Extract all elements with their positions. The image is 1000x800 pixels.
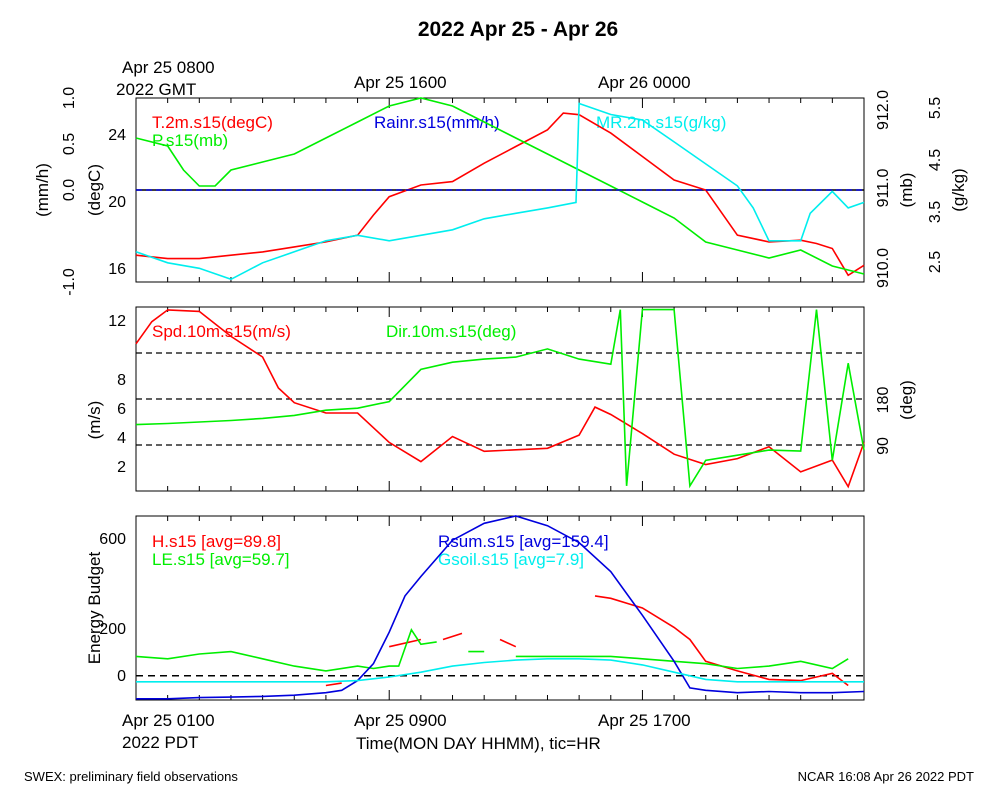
top-series-line-1 (135, 97, 865, 275)
bottom-series-line-2 (136, 515, 865, 700)
top-right-outer-axis-title: (g/kg) (949, 168, 968, 211)
bottom-series-line-3 (136, 658, 864, 683)
chart-marks (135, 97, 865, 700)
legend-pressure: P.s15(mb) (152, 131, 228, 150)
top-left-inner-tick-0: 16 (108, 261, 126, 278)
top-left-outer-tick-2: 0.5 (61, 133, 78, 155)
middle-left-tick-3: 8 (117, 372, 126, 389)
legend-wind-speed: Spd.10m.s15(m/s) (152, 322, 291, 341)
x-axis-title: Time(MON DAY HHMM), tic=HR (356, 734, 601, 753)
footer-left: SWEX: preliminary field observations (24, 769, 238, 784)
top-left-outer-tick-3: 1.0 (61, 87, 78, 109)
top-right-outer-tick-1: 3.5 (927, 201, 944, 223)
top-right-inner-tick-2: 912.0 (875, 90, 892, 130)
top-left-inner-tick-1: 20 (108, 194, 126, 211)
chart-title: 2022 Apr 25 - Apr 26 (418, 18, 618, 41)
middle-right-tick-1: 180 (875, 387, 892, 414)
top-axis-label-0: Apr 25 0800 (122, 58, 215, 77)
top-right-outer-tick-3: 5.5 (927, 97, 944, 119)
legend-latent-heat: LE.s15 [avg=59.7] (152, 550, 290, 569)
middle-left-axis-title: (m/s) (85, 401, 104, 440)
bottom-series-line-0 (325, 595, 849, 687)
top-right-inner-tick-0: 910.0 (875, 248, 892, 288)
top-right-outer-tick-2: 4.5 (927, 149, 944, 171)
top-left-outer-tick-0: -1.0 (61, 268, 78, 296)
bottom-axis-label-1: Apr 25 0900 (354, 711, 447, 730)
top-axis-year-label: 2022 GMT (116, 80, 196, 99)
middle-right-axis-title: (deg) (897, 380, 916, 420)
top-series-line-0 (135, 112, 865, 277)
middle-left-tick-1: 4 (117, 430, 126, 447)
legend-soil-heat: Gsoil.s15 [avg=7.9] (438, 550, 584, 569)
top-right-inner-axis-title: (mb) (897, 173, 916, 208)
middle-series-line-1 (135, 308, 865, 489)
top-left-outer-axis-title: (mm/h) (33, 163, 52, 217)
bottom-axis-year-label: 2022 PDT (122, 733, 199, 752)
footer-right: NCAR 16:08 Apr 26 2022 PDT (798, 769, 974, 784)
middle-left-tick-4: 12 (108, 313, 126, 330)
top-series-line-3 (135, 102, 865, 281)
top-left-inner-axis-title: (degC) (85, 164, 104, 216)
bottom-left-tick-2: 600 (99, 531, 126, 548)
top-axis-label-2: Apr 26 0000 (598, 73, 691, 92)
middle-right-tick-0: 90 (875, 437, 892, 455)
legend-temperature: T.2m.s15(degC) (152, 113, 273, 132)
bottom-left-axis-title: Energy Budget (85, 551, 104, 664)
top-right-inner-tick-1: 911.0 (875, 168, 892, 207)
middle-left-tick-2: 6 (117, 401, 126, 418)
bottom-series-line-1 (135, 628, 849, 672)
bottom-panel-frame (135, 515, 865, 701)
legend-rain-rate: Rainr.s15(mm/h) (374, 113, 500, 132)
legend-radiation-sum: Rsum.s15 [avg=159.4] (438, 532, 609, 551)
legend-wind-direction: Dir.10m.s15(deg) (386, 322, 516, 341)
middle-left-tick-0: 2 (117, 459, 126, 476)
bottom-axis-label-0: Apr 25 0100 (122, 711, 215, 730)
top-right-outer-tick-0: 2.5 (927, 251, 944, 273)
legend-sensible-heat: H.s15 [avg=89.8] (152, 532, 281, 551)
top-axis-label-1: Apr 25 1600 (354, 73, 447, 92)
top-left-inner-tick-2: 24 (108, 127, 126, 144)
bottom-left-tick-1: 200 (99, 621, 126, 638)
bottom-left-tick-0: 0 (117, 668, 126, 685)
bottom-axis-label-2: Apr 25 1700 (598, 711, 691, 730)
top-left-outer-tick-1: 0.0 (61, 179, 78, 201)
